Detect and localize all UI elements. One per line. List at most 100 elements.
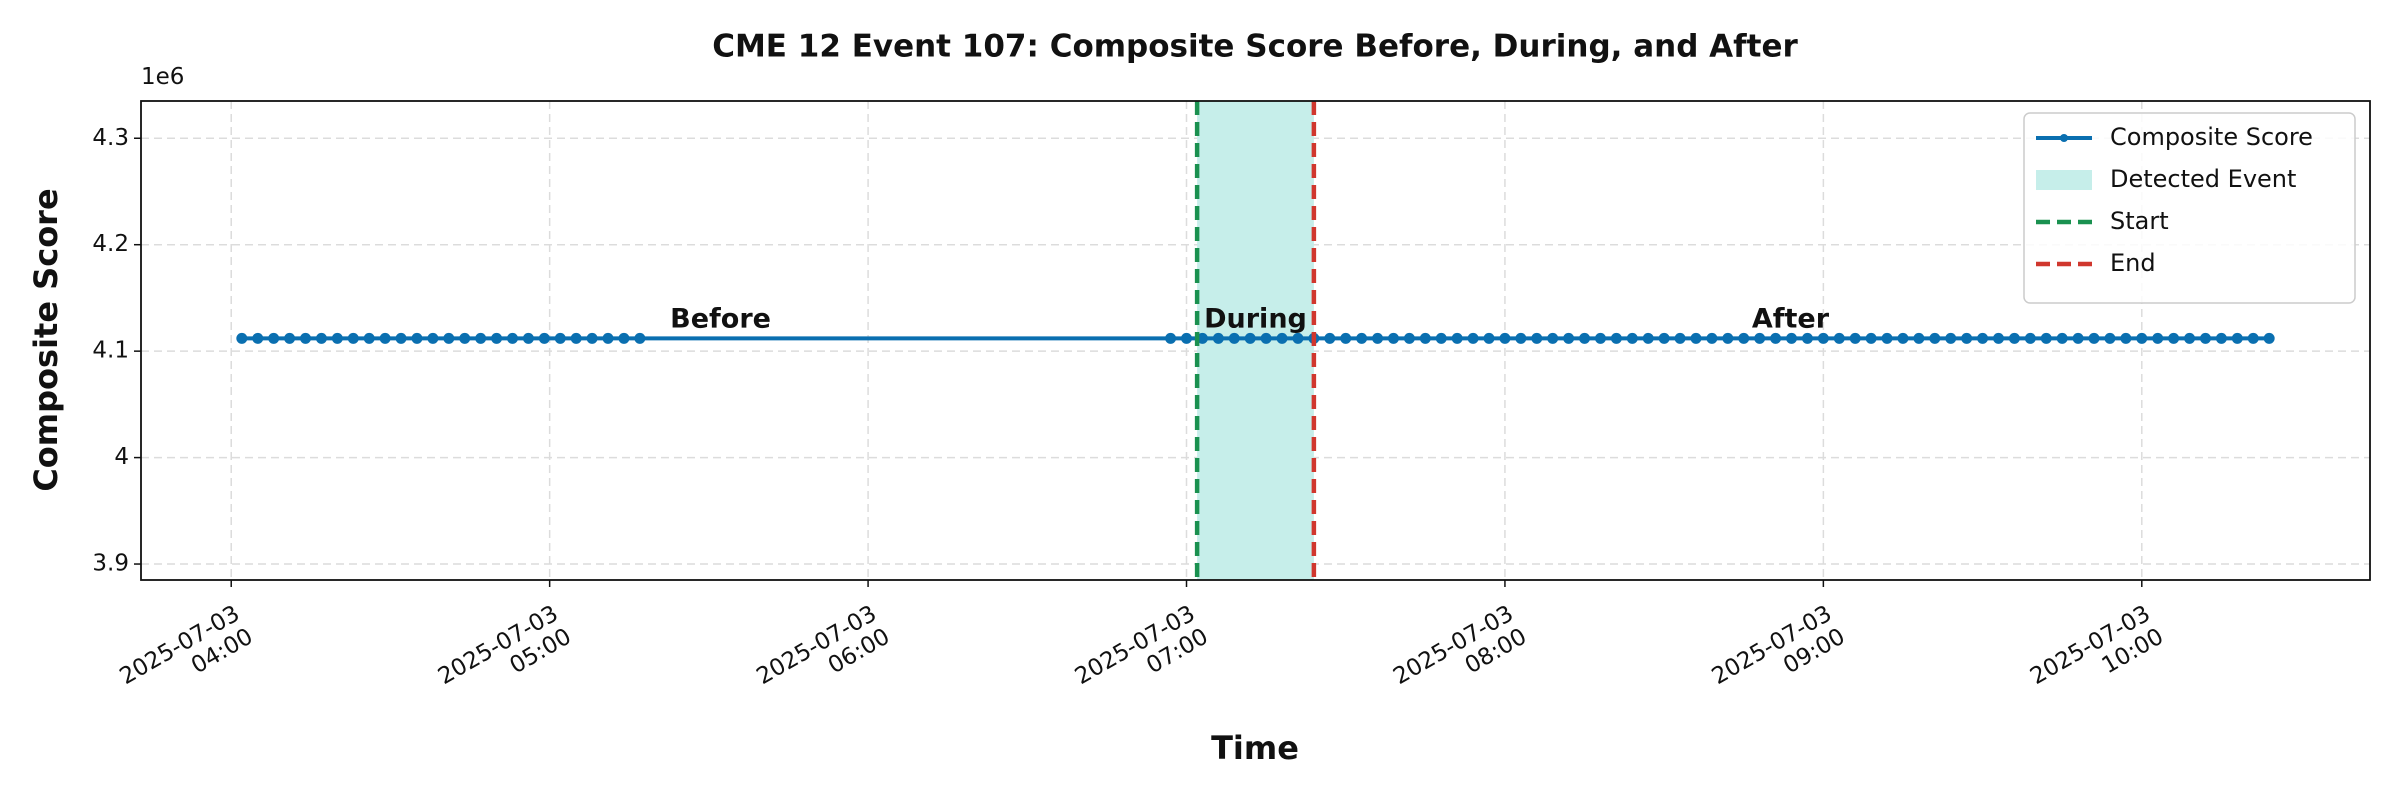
data-point	[1658, 332, 1670, 344]
data-point	[2072, 332, 2084, 344]
legend-label: Detected Event	[2110, 165, 2296, 193]
data-point	[1260, 332, 1272, 344]
data-point	[1435, 332, 1447, 344]
annotation: During	[1204, 303, 1307, 334]
data-point	[1977, 332, 1989, 344]
data-point	[1945, 332, 1957, 344]
y-tick-label: 4.2	[92, 231, 129, 257]
data-point	[443, 332, 455, 344]
data-point	[2184, 332, 2196, 344]
data-point	[507, 332, 518, 344]
y-tick-label: 4.3	[92, 125, 129, 151]
legend-label: Composite Score	[2110, 123, 2313, 151]
data-point	[1897, 332, 1909, 344]
data-point	[2231, 332, 2243, 344]
data-point	[2104, 332, 2116, 344]
data-point	[1674, 332, 1686, 344]
data-point	[491, 332, 503, 344]
data-point	[1403, 332, 1415, 344]
y-tick-label: 3.9	[92, 551, 129, 577]
data-point	[1324, 332, 1336, 344]
data-point	[2040, 332, 2052, 344]
data-point	[1993, 332, 2004, 344]
data-point	[379, 332, 391, 344]
data-point	[1690, 332, 1702, 344]
data-point	[586, 332, 598, 344]
data-point	[602, 332, 614, 344]
data-point	[1356, 332, 1368, 344]
data-point	[538, 332, 550, 344]
data-point	[1801, 332, 1813, 344]
data-point	[1865, 332, 1877, 344]
data-point	[2024, 332, 2036, 344]
data-point	[1181, 332, 1193, 344]
data-point	[1451, 332, 1463, 344]
data-point	[347, 332, 359, 344]
x-axis-label: Time	[1211, 729, 1299, 767]
data-point	[1722, 332, 1734, 344]
y-axis-label: Composite Score	[27, 188, 65, 491]
data-point	[1228, 332, 1240, 344]
data-point	[522, 332, 534, 344]
data-point	[1531, 332, 1543, 344]
data-point	[2136, 332, 2148, 344]
data-point	[2168, 332, 2180, 344]
data-point	[1340, 332, 1352, 344]
data-point	[1913, 332, 1925, 344]
annotation: After	[1752, 303, 1830, 334]
data-point	[411, 332, 423, 344]
data-point	[1196, 332, 1208, 344]
data-point	[554, 332, 566, 344]
data-point	[1276, 332, 1288, 344]
data-point	[2247, 332, 2259, 344]
data-point	[1961, 332, 1973, 344]
data-point	[2120, 332, 2132, 344]
data-point	[1547, 332, 1559, 344]
data-point	[1483, 332, 1495, 344]
data-point	[1817, 332, 1829, 344]
data-point	[1881, 332, 1893, 344]
data-point	[363, 332, 375, 344]
legend-swatch	[2060, 134, 2068, 142]
data-point	[1212, 332, 1224, 344]
data-point	[300, 332, 312, 344]
legend-label: End	[2110, 249, 2156, 277]
data-point	[1419, 332, 1431, 344]
data-point	[1642, 332, 1654, 344]
data-point	[1610, 332, 1622, 344]
data-point	[459, 332, 471, 344]
data-point	[1467, 332, 1479, 344]
data-point	[1770, 332, 1782, 344]
data-point	[1292, 332, 1304, 344]
data-point	[315, 332, 327, 344]
data-point	[1563, 332, 1575, 344]
data-point	[268, 332, 280, 344]
data-point	[2152, 332, 2164, 344]
data-point	[1929, 332, 1941, 344]
data-point	[1244, 332, 1256, 344]
data-point	[331, 332, 343, 344]
y-tick-label: 4.1	[92, 338, 129, 364]
data-point	[427, 332, 439, 344]
data-point	[1754, 332, 1766, 344]
data-point	[252, 332, 264, 344]
data-point	[2199, 332, 2211, 344]
data-point	[618, 332, 630, 344]
data-point	[1626, 332, 1638, 344]
data-point	[1387, 332, 1399, 344]
data-point	[1499, 332, 1511, 344]
data-point	[395, 332, 407, 344]
data-point	[1738, 332, 1750, 344]
data-point	[634, 332, 646, 344]
data-point	[1706, 332, 1718, 344]
data-point	[1372, 332, 1384, 344]
legend-box	[2023, 112, 2356, 304]
data-point	[1833, 332, 1845, 344]
data-point	[1579, 332, 1591, 344]
data-point	[570, 332, 582, 344]
y-offset-label: 1e6	[141, 64, 184, 90]
legend-label: Start	[2110, 207, 2169, 235]
data-point	[475, 332, 487, 344]
data-point	[2215, 332, 2227, 344]
